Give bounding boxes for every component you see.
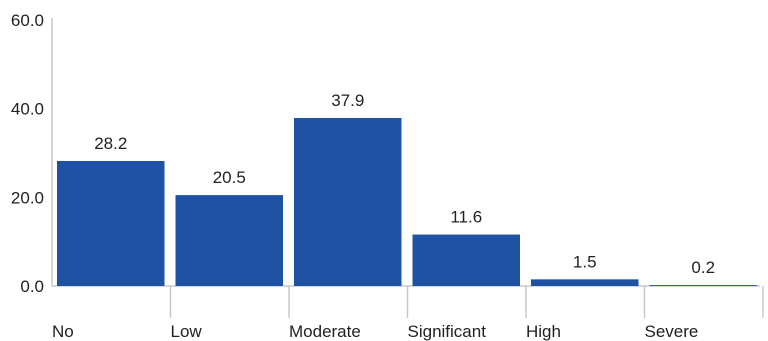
y-tick-label: 20.0 (11, 188, 44, 207)
bar-high (531, 279, 639, 286)
data-label: 0.2 (691, 258, 715, 277)
y-tick-label: 40.0 (11, 100, 44, 119)
bar-no (57, 160, 165, 286)
y-tick-label: 0.0 (20, 277, 44, 296)
x-tick-label: Severe (645, 322, 699, 341)
data-label: 28.2 (94, 134, 127, 153)
bar-significant (412, 234, 520, 286)
y-tick-label: 60.0 (11, 11, 44, 30)
x-tick-label: Moderate (289, 322, 361, 341)
x-tick-label: High (526, 322, 561, 341)
x-tick-label: No (52, 322, 74, 341)
bar-low (175, 195, 283, 286)
bar-severe (649, 285, 757, 286)
data-label: 20.5 (213, 168, 246, 187)
data-label: 11.6 (450, 208, 482, 227)
bar-moderate (294, 117, 402, 286)
x-tick-label: Low (171, 322, 203, 341)
data-label: 1.5 (573, 252, 597, 271)
x-tick-label: Significant (408, 322, 487, 341)
data-label: 37.9 (331, 91, 364, 110)
